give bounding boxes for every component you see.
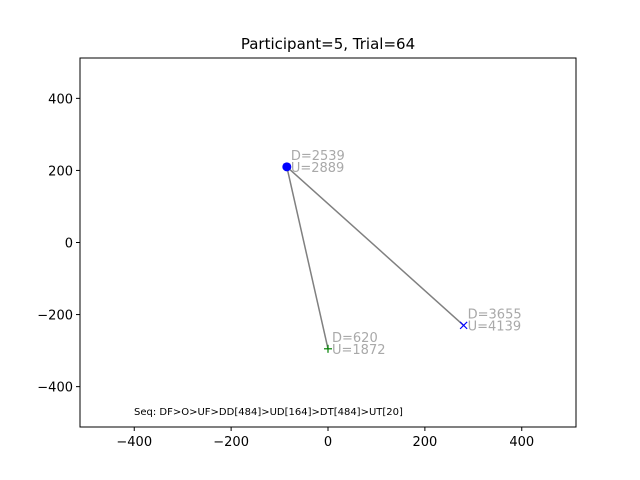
x-axis: −400 −200 0 200 400	[116, 427, 534, 450]
point-label-u: U=2889	[291, 161, 345, 176]
point-label-d: D=620	[332, 331, 378, 346]
x-tick-label: −200	[213, 435, 249, 450]
x-tick-label: 200	[412, 435, 437, 450]
x-tick-label: −400	[116, 435, 152, 450]
y-tick-label: −400	[37, 381, 73, 396]
y-tick-label: 400	[48, 92, 73, 107]
point-marker-circle	[282, 162, 292, 172]
connection-line	[286, 166, 465, 326]
y-tick-label: −200	[37, 309, 73, 324]
point-label-d: D=2539	[291, 149, 345, 164]
point-label-u: U=4139	[468, 319, 522, 334]
y-tick-label: 0	[65, 237, 73, 252]
x-tick-label: 400	[509, 435, 534, 450]
x-tick-label: 0	[324, 435, 332, 450]
connection-lines	[286, 166, 465, 349]
point-marker-x	[459, 321, 468, 330]
chart-title: Participant=5, Trial=64	[241, 35, 415, 53]
y-tick-label: 200	[48, 164, 73, 179]
data-points	[282, 162, 468, 353]
connection-line	[286, 166, 329, 349]
point-label-d: D=3655	[468, 307, 522, 322]
plot-frame	[79, 57, 577, 428]
point-label-u: U=1872	[332, 343, 386, 358]
point-marker-plus	[324, 344, 332, 353]
sequence-annotation: Seq: DF>O>UF>DD[484]>UD[164]>DT[484]>UT[…	[134, 407, 403, 418]
y-axis: −400 −200 0 200 400	[37, 92, 80, 396]
